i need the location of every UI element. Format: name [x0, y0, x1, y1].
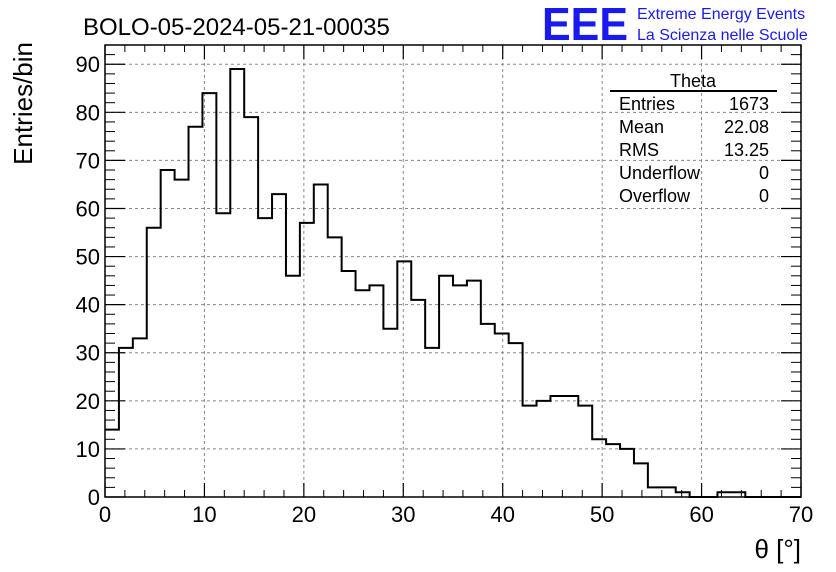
y-tick-label: 90: [76, 52, 100, 77]
stats-label: RMS: [619, 140, 659, 160]
tick-labels: 0 10 20 30 40 50 60 70 0 10 20 30 40 50 60 70 80 90: [76, 52, 814, 527]
stats-label: Overflow: [619, 186, 691, 206]
x-tick-label: 40: [490, 502, 514, 527]
x-tick-label: 20: [292, 502, 316, 527]
x-tick-label: 0: [99, 502, 111, 527]
logo-line1: Extreme Energy Events: [637, 6, 805, 23]
stats-value: 22.08: [724, 117, 769, 137]
y-tick-label: 40: [76, 293, 100, 318]
logo-mark: EEE: [542, 0, 628, 50]
stats-box: Theta Entries 1673 Mean 22.08 RMS 13.25 Underf…: [610, 71, 777, 206]
stats-label: Entries: [619, 94, 675, 114]
histogram-line: [105, 68, 801, 498]
stats-label: Underflow: [619, 163, 701, 183]
y-tick-label: 20: [76, 389, 100, 414]
grid: [105, 45, 801, 497]
chart-title: BOLO-05-2024-05-21-00035: [83, 14, 390, 41]
stats-value: 0: [759, 163, 769, 183]
x-tick-label: 50: [590, 502, 614, 527]
y-axis-title: Entries/bin: [8, 42, 38, 165]
logo-line2: La Scienza nelle Scuole: [637, 27, 808, 44]
stats-value: 1673: [729, 94, 769, 114]
plot-frame: [104, 44, 802, 498]
stats-label: Mean: [619, 117, 664, 137]
stats-value: 0: [759, 186, 769, 206]
x-tick-label: 70: [789, 502, 813, 527]
axis-ticks: [104, 44, 802, 498]
x-tick-label: 10: [192, 502, 216, 527]
x-tick-label: 60: [689, 502, 713, 527]
y-tick-label: 10: [76, 437, 100, 462]
y-tick-label: 60: [76, 196, 100, 221]
eee-logo: EEE Extreme Energy Events La Scienza nel…: [542, 0, 808, 50]
stats-header: Theta: [670, 71, 717, 91]
x-tick-label: 30: [391, 502, 415, 527]
y-tick-label: 0: [88, 485, 100, 510]
y-tick-label: 30: [76, 341, 100, 366]
y-tick-label: 50: [76, 245, 100, 270]
y-tick-label: 70: [76, 148, 100, 173]
x-axis-title: θ [°]: [754, 534, 801, 564]
y-tick-label: 80: [76, 100, 100, 125]
stats-value: 13.25: [724, 140, 769, 160]
